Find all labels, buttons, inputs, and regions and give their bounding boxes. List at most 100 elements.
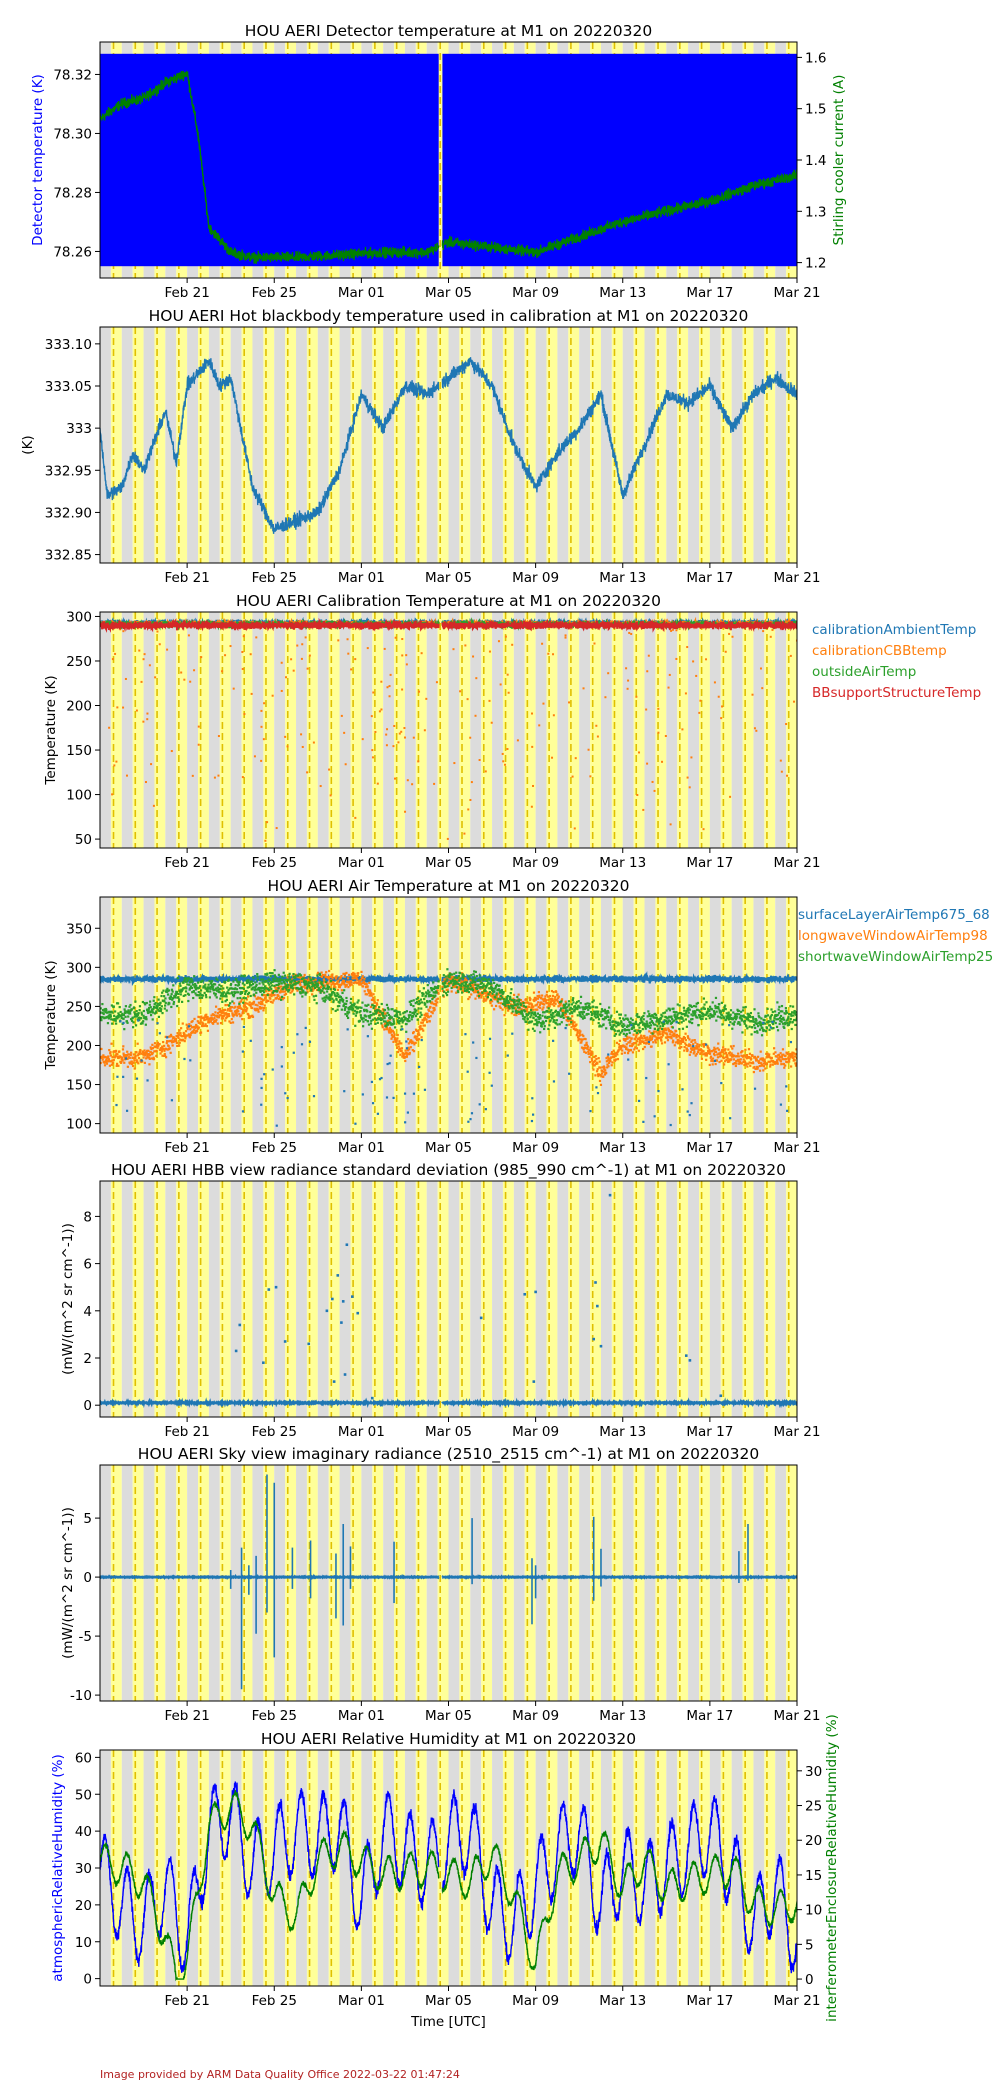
data-point (159, 1048, 162, 1052)
data-point (405, 1030, 408, 1033)
data-point (548, 1005, 551, 1008)
data-point (642, 1018, 645, 1021)
data-point (661, 1015, 664, 1018)
data-point (664, 1016, 668, 1019)
data-point (387, 1013, 391, 1017)
data-point (771, 1010, 774, 1014)
data-point (348, 984, 352, 987)
data-point (320, 980, 323, 984)
data-point (629, 1017, 633, 1020)
data-point (316, 974, 319, 977)
data-point (474, 983, 477, 986)
data-point (574, 757, 577, 760)
data-point (572, 997, 575, 1000)
night-band (143, 327, 155, 563)
data-point (226, 986, 229, 989)
data-point (633, 1022, 636, 1026)
day-band (568, 897, 580, 1133)
data-point (147, 1052, 150, 1056)
data-point (702, 1053, 705, 1056)
data-point (494, 996, 497, 999)
data-point (581, 1017, 585, 1020)
data-point (371, 1018, 375, 1021)
data-point (608, 1006, 611, 1009)
data-point (597, 1010, 600, 1013)
data-point (428, 991, 431, 994)
data-point (392, 1031, 395, 1034)
data-point (382, 1020, 386, 1023)
data-point (705, 1001, 708, 1004)
data-point (331, 982, 335, 985)
data-point (282, 986, 285, 989)
data-point (402, 1055, 406, 1058)
data-point (183, 977, 187, 980)
data-point (312, 995, 315, 998)
data-point (429, 1015, 432, 1018)
y-axis-label: Detector temperature (K) (30, 74, 46, 246)
data-point (197, 1026, 201, 1029)
night-band (296, 327, 307, 563)
data-point (547, 1027, 550, 1031)
data-point (343, 979, 346, 983)
data-point (478, 992, 482, 995)
data-point (425, 1005, 428, 1008)
data-point (271, 980, 274, 984)
data-point (782, 1063, 786, 1066)
data-point (489, 987, 492, 990)
data-point (594, 1010, 597, 1013)
data-point (793, 1059, 796, 1062)
data-point (178, 998, 181, 1001)
data-point (794, 1053, 797, 1056)
night-band (187, 327, 199, 563)
data-point (122, 1054, 126, 1057)
data-point (157, 1008, 160, 1011)
data-point (509, 995, 512, 998)
data-point (243, 974, 246, 977)
data-point (152, 1008, 155, 1011)
data-point (362, 1020, 365, 1023)
data-point (711, 1049, 714, 1053)
data-point (753, 1024, 756, 1027)
data-point (649, 1017, 652, 1020)
data-point (783, 1026, 786, 1030)
data-point (756, 1067, 759, 1070)
data-point (553, 1004, 556, 1007)
data-point (652, 1030, 655, 1033)
data-point (698, 1016, 702, 1019)
data-point (786, 1018, 789, 1021)
data-point (726, 1014, 730, 1017)
data-point (593, 1012, 596, 1016)
data-point (783, 1066, 786, 1069)
day-band (350, 612, 362, 848)
data-point (630, 1037, 633, 1040)
day-band (198, 327, 209, 563)
data-point (123, 1008, 126, 1011)
data-point (662, 1012, 665, 1015)
data-point (545, 990, 549, 993)
data-point (419, 998, 423, 1001)
data-point (695, 674, 698, 677)
data-point (256, 975, 259, 978)
data-point (694, 1054, 697, 1057)
data-point (141, 1022, 144, 1025)
data-point (397, 1045, 400, 1048)
data-point (762, 1069, 765, 1072)
data-point (255, 991, 258, 994)
data-point (681, 728, 684, 731)
data-point (656, 1025, 659, 1028)
data-point (625, 1047, 628, 1051)
data-point (671, 1017, 674, 1021)
data-point (745, 1053, 749, 1057)
data-point (156, 1041, 160, 1044)
data-point (525, 1013, 528, 1016)
data-point (453, 762, 456, 765)
data-point (487, 981, 490, 984)
data-point (346, 1012, 349, 1015)
data-point (113, 764, 116, 767)
data-point (752, 1070, 755, 1074)
data-point (183, 979, 186, 983)
data-point (635, 1014, 638, 1017)
data-point (106, 1022, 110, 1025)
data-point (673, 1044, 676, 1047)
data-point (131, 1056, 134, 1059)
